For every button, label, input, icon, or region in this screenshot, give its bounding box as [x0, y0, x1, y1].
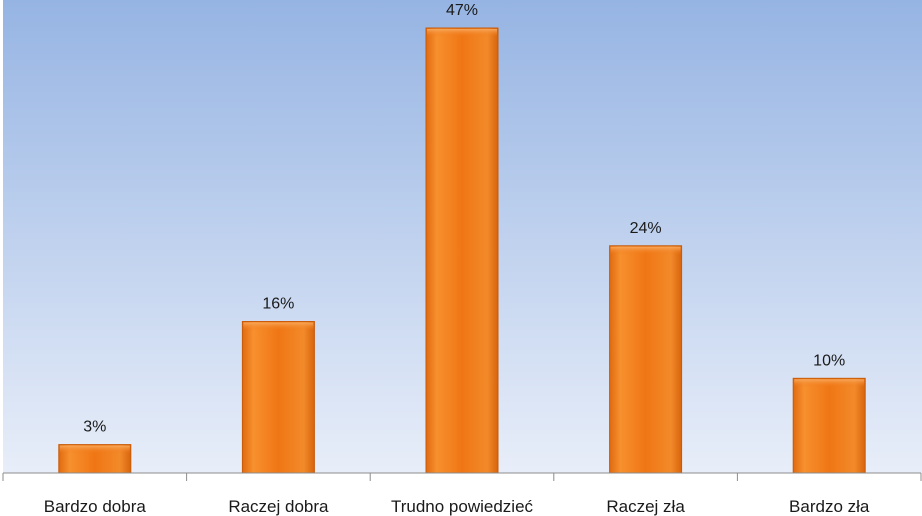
- bars-group: [58, 27, 866, 474]
- bar-highlight-4: [794, 379, 865, 388]
- x-tick-label-0: Bardzo dobra: [44, 497, 147, 516]
- labels-group: 3% Bardzo dobra 16% Raczej dobra 47% Trudno p…: [44, 2, 870, 516]
- bar-highlight-1: [243, 322, 314, 331]
- x-tick-label-1: Raczej dobra: [228, 497, 329, 516]
- x-tick-label-3: Raczej zła: [606, 497, 685, 516]
- bar-2: [425, 27, 499, 474]
- data-label-2: 47%: [446, 2, 478, 19]
- bar-3: [609, 245, 683, 474]
- data-label-0: 3%: [83, 419, 106, 436]
- bar-highlight-0: [59, 445, 130, 454]
- data-label-1: 16%: [262, 296, 294, 313]
- x-axis: [2, 472, 922, 481]
- bar-highlight-2: [427, 29, 497, 37]
- data-label-4: 10%: [813, 352, 845, 369]
- bar-highlight-3: [610, 246, 681, 255]
- x-tick-label-2: Trudno powiedzieć: [391, 497, 534, 516]
- bar-4: [792, 377, 866, 474]
- x-tick-label-4: Bardzo zła: [789, 497, 870, 516]
- data-label-3: 24%: [630, 220, 662, 237]
- bar-1: [241, 321, 315, 474]
